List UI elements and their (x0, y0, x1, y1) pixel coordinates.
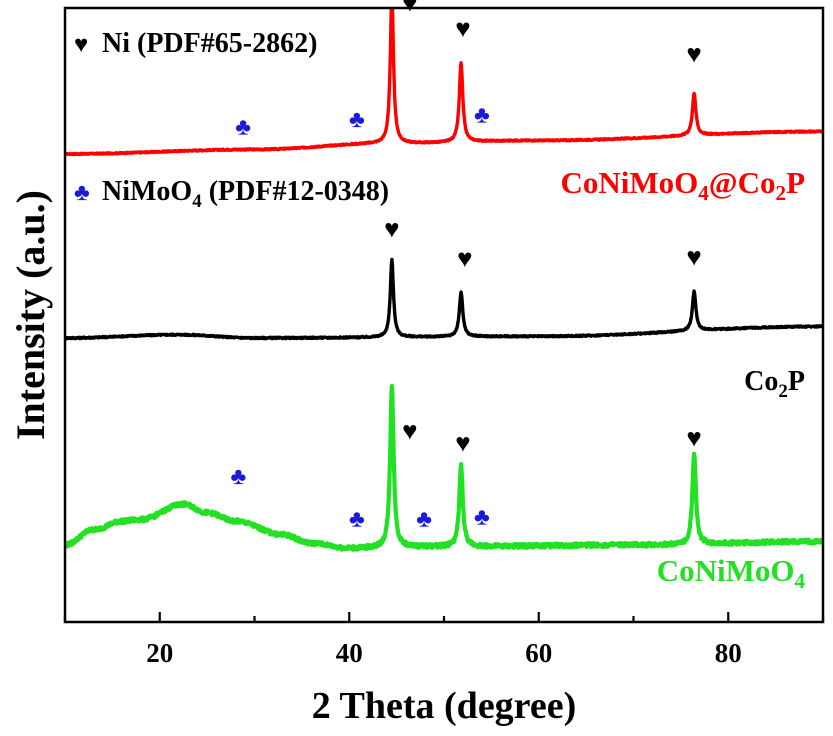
nimoo4-peak-marker: ♣ (474, 103, 490, 129)
ni-peak-marker: ♥ (686, 40, 701, 69)
ni-peak-marker: ♥ (384, 214, 399, 243)
legend: ♥ Ni (PDF#65-2862) ♣ NiMoO4 (PDF#12-0348) (74, 28, 389, 212)
x-tick-label: 20 (146, 638, 173, 668)
marker-layer: ♣ ♣♥♥♣♥♥♥ ♥♣♣♥♣♥♣♥ (231, 0, 702, 532)
ni-peak-marker: ♥ (686, 423, 701, 452)
nimoo4-peak-marker: ♣ (349, 107, 365, 133)
series-line (65, 257, 823, 341)
legend-label: Ni (PDF#65-2862) (102, 28, 317, 59)
series-label: Co2P (744, 366, 805, 402)
nimoo4-peak-marker: ♣ (235, 115, 251, 141)
ni-peak-marker: ♥ (455, 429, 470, 458)
series-label: CoNiMoO4 (657, 553, 806, 593)
ni-peak-marker: ♥ (457, 244, 472, 273)
x-tick-label: 60 (525, 638, 552, 668)
y-axis-title: Intensity (a.u.) (8, 190, 53, 440)
series-layer (65, 8, 823, 552)
legend-label: NiMoO4 (PDF#12-0348) (102, 176, 389, 212)
nimoo4-peak-marker: ♣ (416, 506, 432, 532)
x-axis-title: 2 Theta (degree) (312, 685, 577, 727)
axes: 20 40 60 80 2 Theta (degree) Intensity (a.u.) (8, 6, 825, 727)
legend-heart-icon: ♥ (74, 32, 88, 58)
ni-peak-marker: ♥ (686, 242, 701, 271)
nimoo4-peak-marker: ♣ (231, 464, 247, 490)
nimoo4-peak-marker: ♣ (474, 505, 490, 531)
x-tick-label: 80 (715, 638, 742, 668)
series-label: CoNiMoO4@Co2P (560, 165, 805, 205)
ni-peak-marker: ♥ (402, 417, 417, 446)
x-tick-label: 40 (336, 638, 363, 668)
legend-club-icon: ♣ (74, 180, 90, 206)
label-layer: CoNiMoO4@Co2P Co2P CoNiMoO4 (560, 165, 805, 593)
ni-peak-marker: ♥ (455, 14, 470, 43)
series-line (65, 383, 823, 552)
nimoo4-peak-marker: ♣ (349, 506, 365, 532)
plot-frame (63, 6, 825, 624)
series-line (65, 8, 823, 157)
